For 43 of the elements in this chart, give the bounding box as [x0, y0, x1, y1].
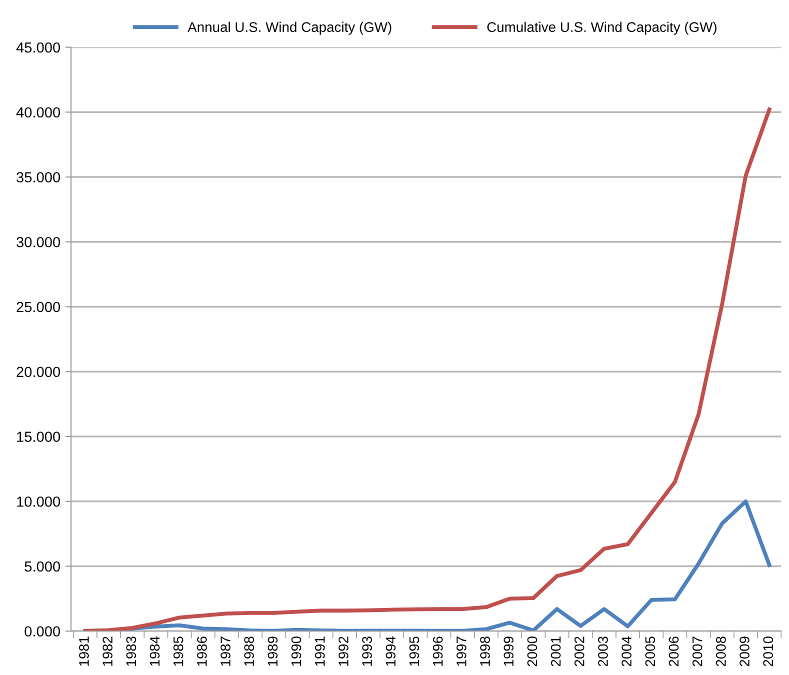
- x-tick-label: 1983: [126, 636, 136, 666]
- x-tick-label: 1985: [173, 636, 184, 666]
- legend-label: Cumulative U.S. Wind Capacity (GW): [487, 22, 716, 35]
- x-tick-label: 1998: [480, 636, 490, 666]
- y-tick-label: 25.000: [16, 302, 60, 312]
- x-tick-label: 1995: [409, 636, 420, 666]
- x-tick-label: 2007: [692, 636, 702, 666]
- x-tick-label: 1982: [102, 636, 112, 666]
- x-tick-label: 1997: [456, 636, 466, 666]
- line-series: [83, 108, 772, 632]
- x-tick-label: 1991: [314, 636, 325, 666]
- y-tick-label: 45.000: [16, 42, 60, 53]
- x-tick-label: 1981: [79, 636, 89, 666]
- y-tick-label: 40.000: [16, 107, 60, 118]
- x-tick-label: 2001: [550, 636, 561, 666]
- y-tick-label: 0.000: [24, 626, 60, 637]
- x-tick-label: 1987: [220, 636, 230, 666]
- x-tick-label: 2002: [574, 636, 584, 666]
- x-tick-label: 1988: [244, 636, 254, 666]
- x-tick-label: 1994: [386, 636, 396, 666]
- legend-label: Annual U.S. Wind Capacity (GW): [188, 22, 392, 35]
- x-tick-label: 2010: [763, 636, 774, 666]
- y-tick-label: 5.000: [24, 561, 60, 572]
- x-tick-label: 1996: [432, 636, 443, 666]
- x-tick-label: 2000: [527, 636, 538, 666]
- x-tick-label: 1989: [268, 636, 278, 666]
- y-tick-label: 15.000: [17, 432, 60, 442]
- x-tick-label: 1999: [504, 636, 514, 666]
- x-tick-label: 1984: [150, 636, 160, 666]
- x-tick-label: 1986: [197, 636, 207, 666]
- x-tick-label: 2004: [622, 636, 632, 666]
- x-tick-label: 1992: [338, 636, 348, 666]
- x-tick-label: 2003: [598, 636, 608, 666]
- y-tick-label: 20.000: [16, 366, 60, 378]
- y-tick-label: 30.000: [16, 236, 60, 248]
- y-tick-label: 35.000: [16, 172, 60, 182]
- x-tick-label: 2006: [668, 636, 679, 666]
- x-tick-label: 1990: [291, 636, 302, 666]
- x-tick-label: 2005: [645, 636, 656, 666]
- x-tick-label: 2008: [716, 636, 726, 666]
- x-tick-label: 2009: [740, 636, 750, 666]
- x-tick-label: 1993: [362, 636, 372, 666]
- y-tick-label: 10.000: [17, 496, 60, 507]
